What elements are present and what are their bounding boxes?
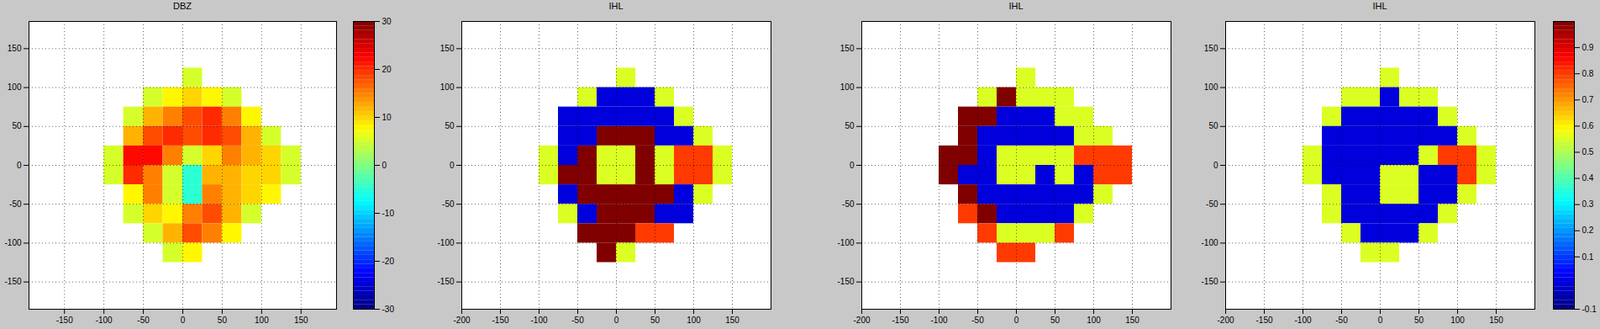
svg-text:150: 150 (1204, 43, 1219, 53)
html-text:DBZ: DBZ (173, 0, 192, 11)
svg-text:10: 10 (382, 112, 393, 122)
svg-text:150: 150 (1125, 315, 1140, 325)
svg-text:-50: -50 (571, 315, 585, 325)
svg-text:0: 0 (16, 160, 22, 170)
svg-text:-200: -200 (852, 315, 870, 325)
svg-text:50: 50 (11, 121, 22, 131)
svg-text:150: 150 (725, 315, 740, 325)
svg-text:0: 0 (849, 160, 855, 170)
svg-text:-100: -100 (530, 315, 548, 325)
svg-text:-150: -150 (4, 276, 22, 286)
svg-text:0.8: 0.8 (1582, 68, 1595, 79)
svg-text:0: 0 (382, 160, 388, 170)
svg-text:0.2: 0.2 (1582, 225, 1595, 235)
svg-text:50: 50 (217, 315, 228, 325)
svg-text:50: 50 (1414, 315, 1425, 325)
svg-text:-100: -100 (836, 237, 854, 248)
svg-text:0.7: 0.7 (1582, 94, 1595, 105)
svg-text:-200: -200 (1216, 315, 1234, 325)
svg-text:0.6: 0.6 (1582, 121, 1595, 131)
svg-text:-50: -50 (9, 199, 22, 209)
svg-text:-50: -50 (1205, 199, 1219, 209)
svg-text:-50: -50 (136, 315, 150, 325)
svg-text:150: 150 (294, 315, 309, 325)
svg-text:50: 50 (844, 121, 855, 131)
svg-text:0.1: 0.1 (1582, 252, 1595, 262)
svg-text:100: 100 (1086, 315, 1101, 325)
svg-text:-150: -150 (491, 315, 509, 325)
svg-text:0: 0 (614, 315, 620, 325)
svg-text:-50: -50 (842, 199, 855, 209)
svg-text:-150: -150 (1255, 315, 1273, 325)
svg-text:0: 0 (180, 315, 186, 325)
svg-text:-150: -150 (891, 315, 909, 325)
svg-text:100: 100 (440, 82, 455, 92)
svg-text:-100: -100 (95, 315, 113, 325)
svg-text:-100: -100 (1294, 315, 1311, 325)
svg-text:-50: -50 (1335, 315, 1348, 325)
svg-text:-150: -150 (1200, 276, 1218, 286)
svg-text:-100: -100 (436, 237, 454, 248)
svg-text:100: 100 (254, 315, 269, 325)
html-text:IHL: IHL (608, 0, 624, 11)
svg-text:-150: -150 (56, 315, 74, 325)
svg-text:-10: -10 (382, 208, 395, 218)
svg-text:30: 30 (382, 16, 393, 27)
svg-text:50: 50 (444, 121, 455, 131)
svg-text:0.5: 0.5 (1582, 147, 1595, 157)
svg-text:-20: -20 (382, 256, 395, 266)
svg-text:-100: -100 (1200, 237, 1218, 248)
svg-text:0: 0 (1014, 315, 1020, 325)
svg-text:0: 0 (1378, 315, 1384, 325)
svg-text:150: 150 (7, 43, 22, 53)
svg-text:0: 0 (1213, 160, 1219, 170)
svg-text:50: 50 (1050, 315, 1061, 325)
svg-text:-30: -30 (382, 304, 395, 314)
svg-text:0.3: 0.3 (1582, 199, 1595, 209)
svg-text:-0.1: -0.1 (1582, 304, 1598, 314)
svg-text:100: 100 (1204, 82, 1219, 92)
svg-text:-50: -50 (971, 315, 985, 325)
svg-text:-200: -200 (452, 315, 470, 325)
svg-text:150: 150 (440, 43, 455, 53)
svg-text:-150: -150 (436, 276, 454, 286)
svg-text:100: 100 (840, 82, 855, 92)
svg-text:100: 100 (7, 82, 22, 92)
svg-text:0.9: 0.9 (1582, 42, 1595, 53)
svg-text:150: 150 (1489, 315, 1504, 325)
html-text:IHL: IHL (1008, 0, 1024, 11)
svg-text:-50: -50 (442, 199, 455, 209)
svg-text:-100: -100 (4, 237, 22, 248)
svg-text:-150: -150 (836, 276, 854, 286)
svg-text:100: 100 (686, 315, 701, 325)
svg-text:150: 150 (840, 43, 855, 53)
svg-text:100: 100 (1450, 315, 1465, 325)
svg-text:50: 50 (650, 315, 661, 325)
svg-text:0.4: 0.4 (1582, 173, 1595, 183)
svg-text:-100: -100 (930, 315, 948, 325)
svg-text:20: 20 (382, 64, 393, 74)
svg-text:0: 0 (449, 160, 455, 170)
svg-text:50: 50 (1208, 121, 1219, 131)
html-text:IHL: IHL (1372, 0, 1388, 11)
